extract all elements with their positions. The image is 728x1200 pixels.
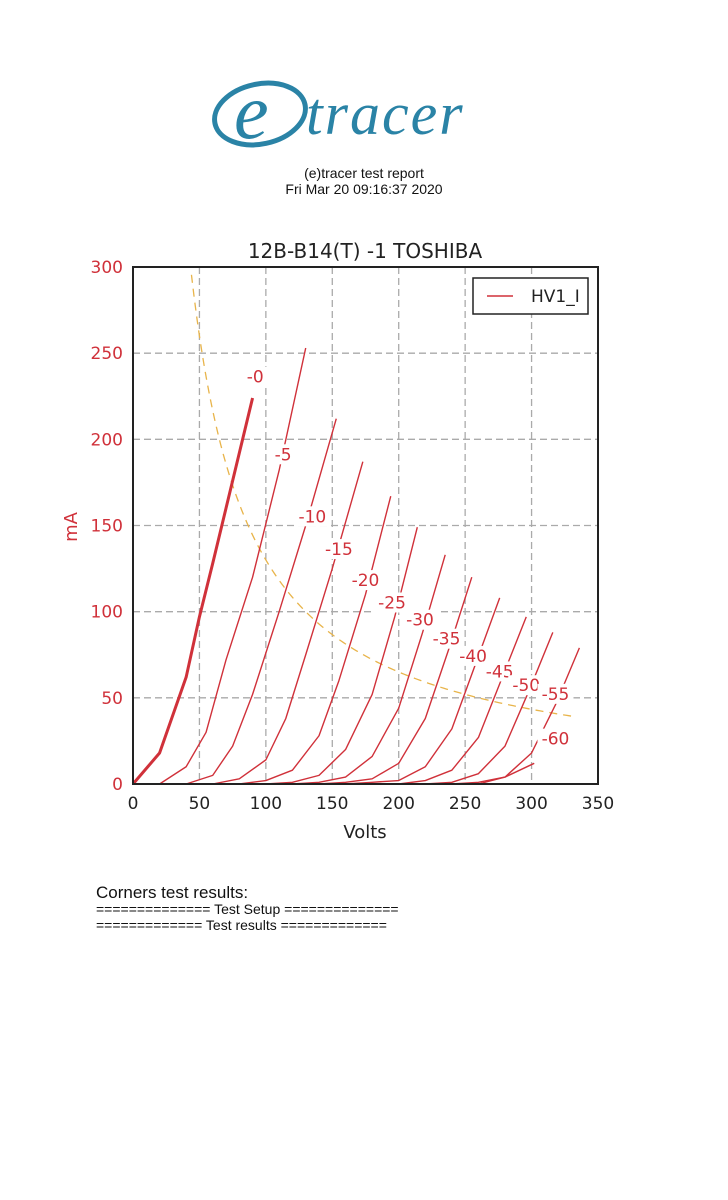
curve-label-bg [537, 683, 574, 704]
curve-label-bg [270, 444, 297, 465]
curve-bias-15 [212, 461, 364, 785]
curve-label-bg [242, 366, 269, 387]
y-tick-label: 50 [101, 689, 123, 709]
curve-bias-60 [451, 762, 535, 785]
curve-bias-20 [239, 496, 392, 785]
curve-label-bg [537, 728, 574, 749]
curve-label: -40 [459, 647, 487, 667]
x-axis-ticks: 0 50 100 150 200 250 300 350 [128, 794, 615, 814]
logo-tracer: tracer [306, 81, 465, 147]
curve-label: -15 [325, 540, 353, 560]
logo-e: e [234, 72, 269, 152]
y-tick-label: 0 [112, 775, 123, 795]
logo-e-ellipse [212, 80, 308, 148]
curve-bias-5 [159, 347, 307, 785]
curve-label: -35 [433, 630, 461, 650]
x-tick-label: 250 [449, 794, 481, 814]
x-tick-label: 350 [582, 794, 614, 814]
x-tick-label: 150 [316, 794, 348, 814]
curve-label: -45 [486, 662, 514, 682]
report-timestamp: Fri Mar 20 09:16:37 2020 [285, 181, 443, 197]
etracer-logo: e tracer [212, 72, 465, 152]
curve-label: -50 [512, 676, 540, 696]
x-axis-label: Volts [343, 822, 386, 843]
test-setup-line: ============== Test Setup ============== [96, 901, 399, 917]
y-axis-ticks: 0 50 100 150 200 250 300 [91, 258, 123, 795]
x-tick-label: 200 [382, 794, 414, 814]
max-dissipation-curve [190, 274, 577, 718]
curve-label-bg [508, 675, 545, 696]
curve-bias-10 [185, 418, 337, 785]
report-title: (e)tracer test report [304, 165, 424, 181]
curve-label-bg [428, 628, 465, 649]
test-results-section: Corners test results: ============== Tes… [96, 884, 399, 933]
curve-label-bg [320, 539, 357, 560]
results-title: Corners test results: [96, 883, 249, 902]
curve-label: -25 [378, 593, 406, 613]
y-tick-label: 250 [91, 344, 123, 364]
curve-labels: -0 -5 -10 -15 -20-25-30-35-40-45-50 -55 -60 [242, 366, 574, 750]
curve-label-bg [347, 570, 384, 591]
x-tick-label: 0 [128, 794, 139, 814]
curve-label: -0 [247, 368, 264, 388]
curve-label: -20 [352, 571, 380, 591]
curve-label-bg [401, 609, 438, 630]
y-tick-label: 300 [91, 258, 123, 278]
y-axis-label: mA [61, 511, 82, 542]
legend: HV1_I [472, 277, 589, 315]
x-tick-label: 50 [189, 794, 211, 814]
curve-bias-30 [292, 554, 446, 785]
curve-label-bg [294, 506, 331, 527]
curve-bias-0 [131, 397, 255, 785]
plot-frame [132, 266, 599, 785]
legend-label: HV1_I [531, 287, 580, 307]
curve-label-bg [374, 592, 411, 613]
x-tick-label: 100 [250, 794, 282, 814]
curve-label: -55 [542, 685, 570, 705]
y-tick-label: 150 [91, 517, 123, 537]
curve-label-bg [455, 645, 492, 666]
y-tick-label: 100 [91, 603, 123, 623]
y-tick-label: 200 [91, 430, 123, 450]
x-tick-label: 300 [515, 794, 547, 814]
legend-box [472, 277, 589, 315]
curve-label: -5 [275, 445, 292, 465]
curve-label: -60 [542, 730, 570, 750]
plate-curves-chart: 12B-B14(T) -1 TOSHIBA -0-5-10-15-20-25-3… [61, 239, 615, 843]
curve-bias-25 [265, 527, 418, 785]
chart-title: 12B-B14(T) -1 TOSHIBA [248, 239, 483, 263]
grid-lines [132, 266, 599, 785]
test-results-line: ============= Test results ============= [96, 917, 387, 933]
curve-label: -30 [406, 611, 434, 631]
curve-label: -10 [298, 507, 326, 527]
